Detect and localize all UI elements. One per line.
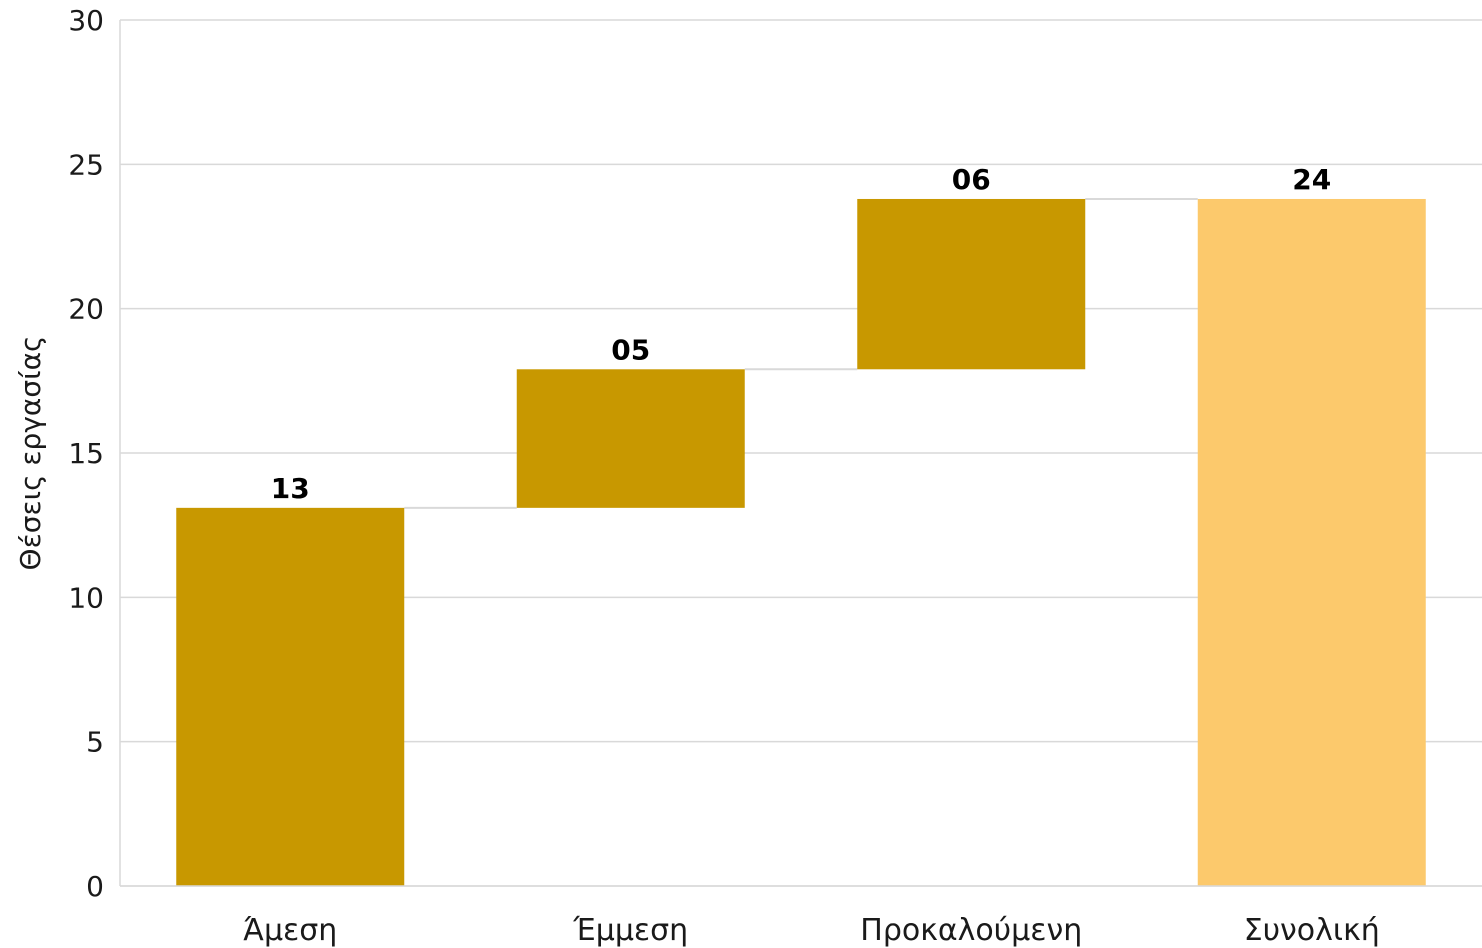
x-tick-label: Συνολική — [1244, 913, 1380, 948]
value-labels: 13 05 06 24 — [271, 163, 1331, 505]
x-axis: Άμεση Έμμεση Προκαλούμενη Συνολική — [120, 885, 1482, 948]
data-label: 06 — [952, 163, 991, 196]
y-tick-label: 10 — [68, 581, 104, 614]
connector-lines — [404, 197, 1198, 509]
bars — [176, 198, 1426, 886]
data-label: 13 — [271, 472, 310, 505]
y-tick-label: 0 — [86, 870, 104, 903]
y-axis-title: Θέσεις εργασίας — [14, 336, 47, 571]
x-tick-label: Προκαλούμενη — [860, 913, 1082, 948]
bar-4 — [1197, 198, 1426, 886]
bar-1 — [176, 507, 405, 886]
bar-2 — [516, 369, 745, 508]
y-tick-label: 20 — [68, 293, 104, 326]
y-tick-label: 15 — [68, 437, 104, 470]
bar-3 — [857, 198, 1086, 370]
x-tick-label: Έμμεση — [572, 913, 688, 948]
y-tick-label: 5 — [86, 726, 104, 759]
data-label: 05 — [611, 333, 650, 366]
y-tick-label: 25 — [68, 148, 104, 181]
data-label: 24 — [1292, 163, 1331, 196]
y-axis: 0 5 10 15 20 25 30 — [68, 4, 121, 903]
y-tick-label: 30 — [68, 4, 104, 37]
x-tick-label: Άμεση — [243, 913, 337, 948]
